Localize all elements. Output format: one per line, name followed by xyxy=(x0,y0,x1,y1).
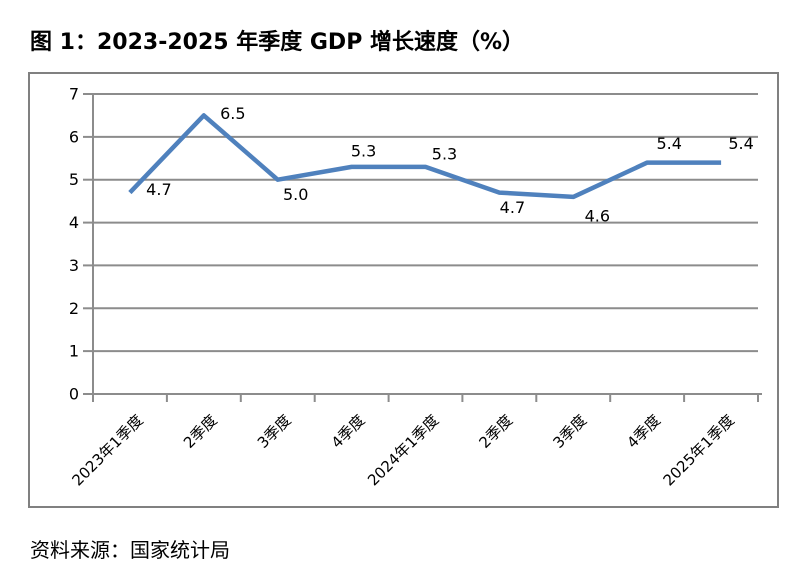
data-label: 5.4 xyxy=(656,134,681,153)
source-note: 资料来源：国家统计局 xyxy=(30,538,230,562)
data-label: 4.7 xyxy=(146,180,171,199)
x-category-label: 2季度 xyxy=(180,411,221,452)
x-category-label: 2024年1季度 xyxy=(364,411,442,489)
y-tick-label: 6 xyxy=(69,127,79,146)
x-category-label: 2023年1季度 xyxy=(68,411,146,489)
data-label: 4.7 xyxy=(500,198,525,217)
x-category-label: 2季度 xyxy=(476,411,517,452)
y-tick-label: 0 xyxy=(69,385,79,404)
x-category-label: 3季度 xyxy=(549,411,590,452)
x-category-label: 4季度 xyxy=(328,411,369,452)
y-tick-label: 2 xyxy=(69,299,79,318)
chart-title: 图 1：2023-2025 年季度 GDP 增长速度（%） xyxy=(30,30,525,55)
gdp-line xyxy=(128,113,722,200)
data-label: 4.6 xyxy=(585,206,610,225)
x-category-label: 4季度 xyxy=(623,411,664,452)
y-tick-label: 4 xyxy=(69,213,79,232)
y-tick-label: 1 xyxy=(69,342,79,361)
x-category-label: 3季度 xyxy=(254,411,295,452)
y-tick-label: 7 xyxy=(69,85,79,104)
y-tick-label: 3 xyxy=(69,256,79,275)
x-category-label: 2025年1季度 xyxy=(660,411,738,489)
gdp-line-chart: 0 1 2 3 4 5 6 7 4.7 6.5 5.0 5.3 5.3 4.7 4.6 5.4 5.4 2023年… xyxy=(68,85,762,489)
chart-frame: 0 1 2 3 4 5 6 7 4.7 6.5 5.0 5.3 5.3 4.7 4.6 5.4 5.4 2023年… xyxy=(28,72,779,508)
data-label: 5.3 xyxy=(351,141,376,160)
data-label: 5.0 xyxy=(283,185,308,204)
y-tick-label: 5 xyxy=(69,170,79,189)
data-label: 5.3 xyxy=(432,144,457,163)
data-label: 5.4 xyxy=(728,134,753,153)
data-label: 6.5 xyxy=(220,104,245,123)
